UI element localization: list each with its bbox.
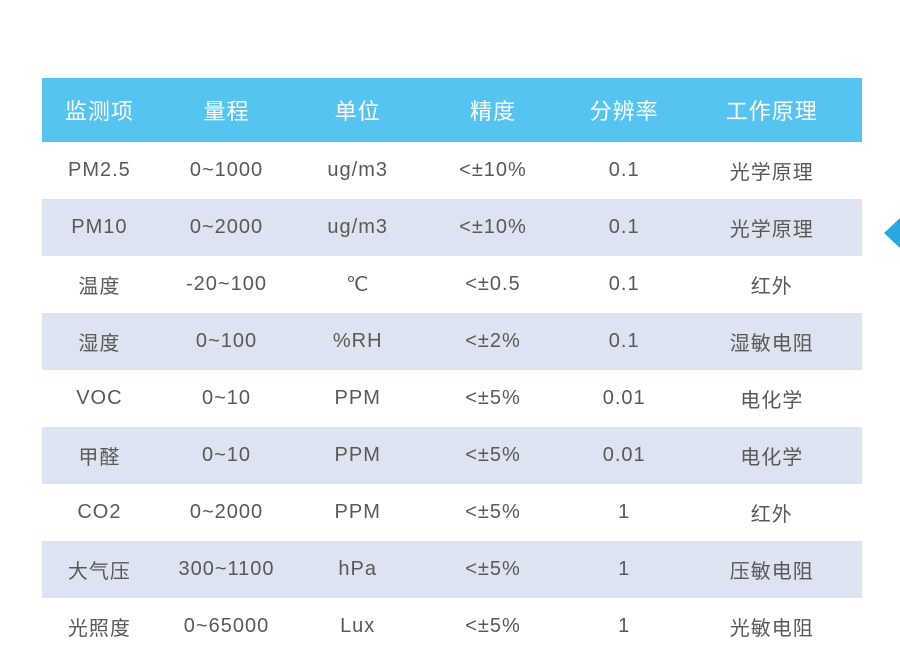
table-cell: 0.1 (567, 313, 682, 370)
table-cell: 0.1 (567, 142, 682, 199)
table-cell: 1 (567, 598, 682, 655)
table-cell: <±5% (419, 370, 567, 427)
table-cell: <±10% (419, 199, 567, 256)
table-row: 温度-20~100℃<±0.50.1红外 (42, 256, 862, 313)
table-cell: 光敏电阻 (682, 598, 862, 655)
table-cell: 红外 (682, 256, 862, 313)
table-body: PM2.50~1000ug/m3<±10%0.1光学原理PM100~2000ug… (42, 142, 862, 655)
table-row: PM2.50~1000ug/m3<±10%0.1光学原理 (42, 142, 862, 199)
table-cell: PPM (296, 427, 419, 484)
table-row: 湿度0~100%RH<±2%0.1湿敏电阻 (42, 313, 862, 370)
table-cell: 0~2000 (157, 484, 296, 541)
table-cell: 湿度 (42, 313, 157, 370)
col-header: 工作原理 (682, 78, 862, 142)
table-cell: ℃ (296, 256, 419, 313)
table-cell: <±2% (419, 313, 567, 370)
table-cell: 0~65000 (157, 598, 296, 655)
table-row: CO20~2000PPM<±5%1红外 (42, 484, 862, 541)
col-header: 量程 (157, 78, 296, 142)
table-cell: <±10% (419, 142, 567, 199)
col-header: 精度 (419, 78, 567, 142)
table-cell: <±5% (419, 427, 567, 484)
table-cell: 0.01 (567, 370, 682, 427)
table-cell: 温度 (42, 256, 157, 313)
table-cell: PPM (296, 484, 419, 541)
table-head: 监测项量程单位精度分辨率工作原理 (42, 78, 862, 142)
table-cell: hPa (296, 541, 419, 598)
table-cell: 0~2000 (157, 199, 296, 256)
table-cell: PM2.5 (42, 142, 157, 199)
table-cell: ug/m3 (296, 142, 419, 199)
header-row: 监测项量程单位精度分辨率工作原理 (42, 78, 862, 142)
table-cell: 电化学 (682, 427, 862, 484)
table-cell: 压敏电阻 (682, 541, 862, 598)
table-cell: -20~100 (157, 256, 296, 313)
table-cell: <±5% (419, 598, 567, 655)
table-cell: 1 (567, 484, 682, 541)
table-cell: <±5% (419, 541, 567, 598)
table-row: VOC0~10PPM<±5%0.01电化学 (42, 370, 862, 427)
table-row: PM100~2000ug/m3<±10%0.1光学原理 (42, 199, 862, 256)
table-cell: 0~10 (157, 370, 296, 427)
table-row: 光照度0~65000Lux<±5%1光敏电阻 (42, 598, 862, 655)
table-cell: 0~100 (157, 313, 296, 370)
table-cell: CO2 (42, 484, 157, 541)
table-cell: PM10 (42, 199, 157, 256)
table-row: 甲醛0~10PPM<±5%0.01电化学 (42, 427, 862, 484)
table-cell: 0~1000 (157, 142, 296, 199)
table-cell: 0~10 (157, 427, 296, 484)
table-cell: 300~1100 (157, 541, 296, 598)
table-cell: 甲醛 (42, 427, 157, 484)
table-cell: %RH (296, 313, 419, 370)
table-cell: 电化学 (682, 370, 862, 427)
table-cell: 0.1 (567, 199, 682, 256)
table-cell: 湿敏电阻 (682, 313, 862, 370)
col-header: 单位 (296, 78, 419, 142)
table-cell: PPM (296, 370, 419, 427)
table-cell: 光学原理 (682, 142, 862, 199)
table-row: 大气压300~1100hPa<±5%1压敏电阻 (42, 541, 862, 598)
table-cell: VOC (42, 370, 157, 427)
col-header: 分辨率 (567, 78, 682, 142)
col-header: 监测项 (42, 78, 157, 142)
table-cell: ug/m3 (296, 199, 419, 256)
arrow-shape (884, 218, 900, 248)
table-cell: <±0.5 (419, 256, 567, 313)
spec-table-container: 监测项量程单位精度分辨率工作原理 PM2.50~1000ug/m3<±10%0.… (42, 78, 862, 655)
table-cell: 0.01 (567, 427, 682, 484)
table-cell: 1 (567, 541, 682, 598)
left-arrow-icon (884, 218, 900, 248)
table-cell: 光照度 (42, 598, 157, 655)
table-cell: <±5% (419, 484, 567, 541)
table-cell: 光学原理 (682, 199, 862, 256)
table-cell: 0.1 (567, 256, 682, 313)
table-cell: 大气压 (42, 541, 157, 598)
spec-table: 监测项量程单位精度分辨率工作原理 PM2.50~1000ug/m3<±10%0.… (42, 78, 862, 655)
table-cell: 红外 (682, 484, 862, 541)
table-cell: Lux (296, 598, 419, 655)
